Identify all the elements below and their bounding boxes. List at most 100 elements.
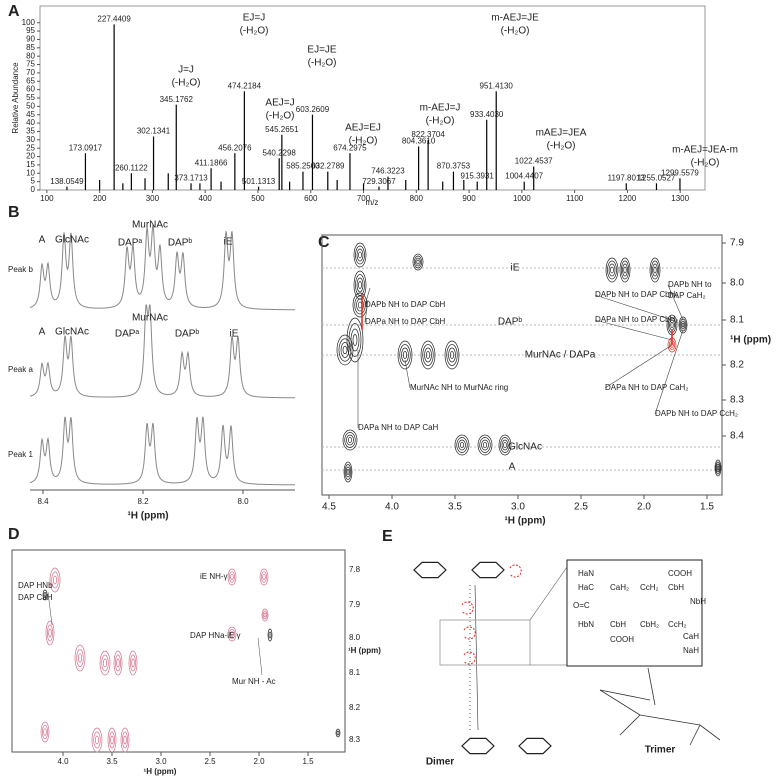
contour	[77, 653, 83, 663]
peak-label: 632.2789	[311, 162, 345, 171]
leader	[404, 359, 411, 389]
row-label: MurNAc / DAPa	[525, 350, 596, 361]
crosslink-box	[439, 619, 531, 666]
contour	[260, 571, 268, 583]
contour	[262, 610, 268, 620]
row-label: DAPᵇ	[498, 317, 523, 328]
peak-label: 1299.5579	[661, 168, 699, 177]
annotation: J=J	[178, 65, 194, 76]
contour	[352, 334, 358, 346]
x-tick-label: 200	[93, 194, 107, 203]
leader	[667, 284, 684, 321]
contour	[347, 437, 353, 443]
annotation: Mur NH - Ac	[232, 677, 276, 686]
contour	[113, 650, 123, 676]
annotation: AEJ=EJ	[345, 123, 381, 134]
zoom-line	[529, 566, 568, 621]
contour	[267, 628, 273, 642]
annotation: DAPb NH to DAP CbH	[365, 300, 446, 309]
contour	[681, 322, 685, 328]
y-tick-label: 20	[26, 152, 35, 161]
contour	[102, 658, 108, 668]
trimer-bond	[599, 689, 641, 716]
structure-label: NbH	[690, 597, 706, 606]
contour	[48, 628, 52, 638]
structure-label: HbN	[578, 620, 594, 629]
contour	[261, 608, 269, 622]
x-tick-label: 8.0	[237, 497, 249, 506]
peak-label: 1004.4407	[505, 172, 543, 181]
y-tick-label: 65	[26, 76, 35, 85]
annotation: AEJ=J	[265, 98, 294, 109]
y-tick-label: 100	[22, 18, 36, 27]
contour	[227, 568, 237, 586]
trimer-bond	[619, 714, 641, 736]
contour	[714, 459, 722, 477]
contour	[41, 724, 49, 740]
contour	[358, 251, 362, 259]
structure-label: O=C	[573, 601, 590, 610]
annotation: DAPb NH to DAP CcH₂	[655, 409, 738, 418]
contour	[42, 589, 48, 601]
peak-label: 345.1762	[160, 95, 194, 104]
y-tick-label: 80	[26, 51, 35, 60]
nmr-trace	[29, 416, 295, 486]
contour	[338, 338, 352, 362]
contour	[355, 274, 365, 296]
y-tick-label: 85	[26, 43, 35, 52]
trimer-bond	[639, 714, 701, 726]
contour	[348, 323, 362, 357]
row-label: GlcNAc	[508, 442, 542, 453]
annotation: m-AEJ=JEA-m	[672, 145, 738, 156]
trimer-label: Trimer	[645, 745, 676, 756]
x-tick-label: 4.5	[322, 502, 336, 513]
contour	[623, 266, 627, 274]
contour	[425, 351, 431, 359]
contour	[93, 731, 101, 749]
contour	[116, 658, 120, 668]
x-axis-label: m/z	[366, 198, 379, 207]
x-tick-label: 1200	[619, 194, 637, 203]
annotation: (-H₂O)	[266, 111, 295, 122]
annotation: MurNAc NH to MurNAc ring	[410, 383, 508, 392]
x-tick-label: 100	[40, 194, 54, 203]
contour	[268, 631, 272, 639]
contour	[446, 344, 458, 366]
structure-label: HaC	[578, 583, 594, 592]
x-tick-label: 700	[357, 194, 371, 203]
contour	[120, 727, 130, 753]
contour	[336, 334, 354, 366]
contour	[498, 434, 512, 456]
peak-label: 501.1313	[242, 177, 276, 186]
y-axis-label: ¹H (ppm)	[730, 335, 771, 346]
y-tick-label: 70	[26, 68, 35, 77]
y-tick-label: 8.3	[349, 735, 361, 744]
structure-label: CcH₂	[668, 620, 687, 629]
contour	[415, 257, 421, 267]
nmr-trace	[29, 304, 295, 399]
y-tick-label: 35	[26, 127, 35, 136]
panel-letter: D	[8, 526, 20, 543]
y-tick-label: 0	[31, 185, 36, 194]
peak-assignment: iE	[224, 237, 233, 248]
contour	[51, 571, 59, 589]
annotation: DAPb NH to	[668, 280, 712, 289]
contour	[40, 721, 50, 743]
contour	[352, 292, 368, 318]
x-tick-label: 3.5	[448, 502, 462, 513]
peak-label: 474.2184	[228, 81, 262, 90]
contour	[263, 612, 267, 618]
trace-name: Peak a	[8, 365, 33, 374]
x-tick-label: 4.0	[57, 757, 69, 766]
contour	[479, 437, 491, 453]
contour	[477, 434, 493, 456]
contour	[448, 347, 456, 363]
x-tick-label: 2.0	[253, 757, 265, 766]
contour	[227, 626, 237, 642]
leader	[594, 319, 673, 341]
x-tick-label: 3.0	[511, 502, 525, 513]
peak-label: 822.3704	[411, 130, 445, 139]
